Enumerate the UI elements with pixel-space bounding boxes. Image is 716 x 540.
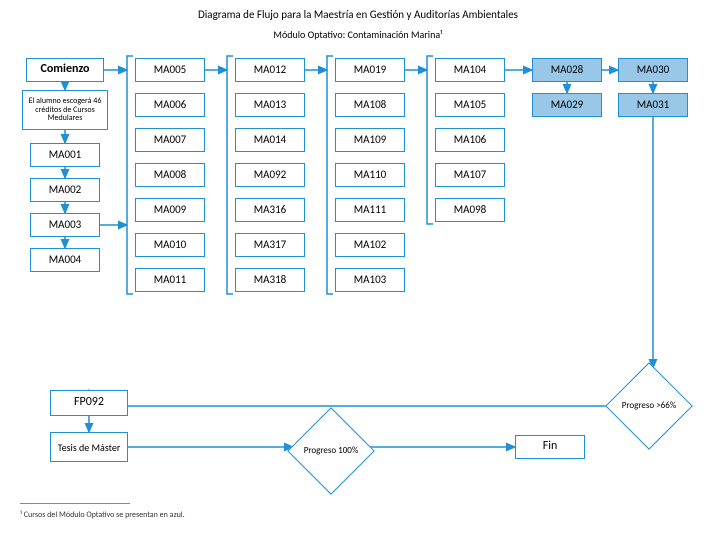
node-ma111: MA111	[335, 198, 405, 222]
node-ma007: MA007	[135, 128, 205, 152]
title-main: Diagrama de Flujo para la Maestría en Ge…	[0, 8, 716, 21]
diamond-prog66: Progreso >66%	[605, 362, 693, 450]
node-ma029: MA029	[532, 93, 602, 117]
node-ma110: MA110	[335, 163, 405, 187]
node-ma012: MA012	[235, 58, 305, 82]
node-ma092: MA092	[235, 163, 305, 187]
node-ma004: MA004	[30, 248, 100, 272]
node-fin: Fin	[515, 435, 585, 459]
node-comienzo: Comienzo	[26, 58, 104, 82]
node-ma011: MA011	[135, 268, 205, 292]
node-ma005: MA005	[135, 58, 205, 82]
node-info: El alumno escogerá 46 créditos de Cursos…	[22, 90, 108, 130]
node-ma001: MA001	[30, 143, 100, 167]
node-ma009: MA009	[135, 198, 205, 222]
node-ma003: MA003	[30, 213, 100, 237]
node-ma103: MA103	[335, 268, 405, 292]
node-fp092: FP092	[50, 390, 128, 416]
node-ma010: MA010	[135, 233, 205, 257]
footnote: ¹ Cursos del Módulo Optativo se presenta…	[20, 510, 185, 520]
node-ma107: MA107	[435, 163, 505, 187]
node-ma014: MA014	[235, 128, 305, 152]
title-sub: Módulo Optativo: Contaminación Marina¹	[0, 28, 716, 41]
node-tesis: Tesis de Máster	[50, 432, 128, 462]
node-ma006: MA006	[135, 93, 205, 117]
node-ma318: MA318	[235, 268, 305, 292]
node-ma106: MA106	[435, 128, 505, 152]
node-ma013: MA013	[235, 93, 305, 117]
footnote-rule	[20, 503, 130, 504]
node-ma019: MA019	[335, 58, 405, 82]
diamond-prog100: Progreso 100%	[287, 407, 375, 495]
node-ma008: MA008	[135, 163, 205, 187]
node-ma108: MA108	[335, 93, 405, 117]
node-ma031: MA031	[618, 93, 688, 117]
node-ma104: MA104	[435, 58, 505, 82]
node-ma317: MA317	[235, 233, 305, 257]
node-ma109: MA109	[335, 128, 405, 152]
node-ma002: MA002	[30, 178, 100, 202]
node-ma028: MA028	[532, 58, 602, 82]
node-ma098: MA098	[435, 198, 505, 222]
node-ma316: MA316	[235, 198, 305, 222]
node-ma102: MA102	[335, 233, 405, 257]
node-ma030: MA030	[618, 58, 688, 82]
node-ma105: MA105	[435, 93, 505, 117]
